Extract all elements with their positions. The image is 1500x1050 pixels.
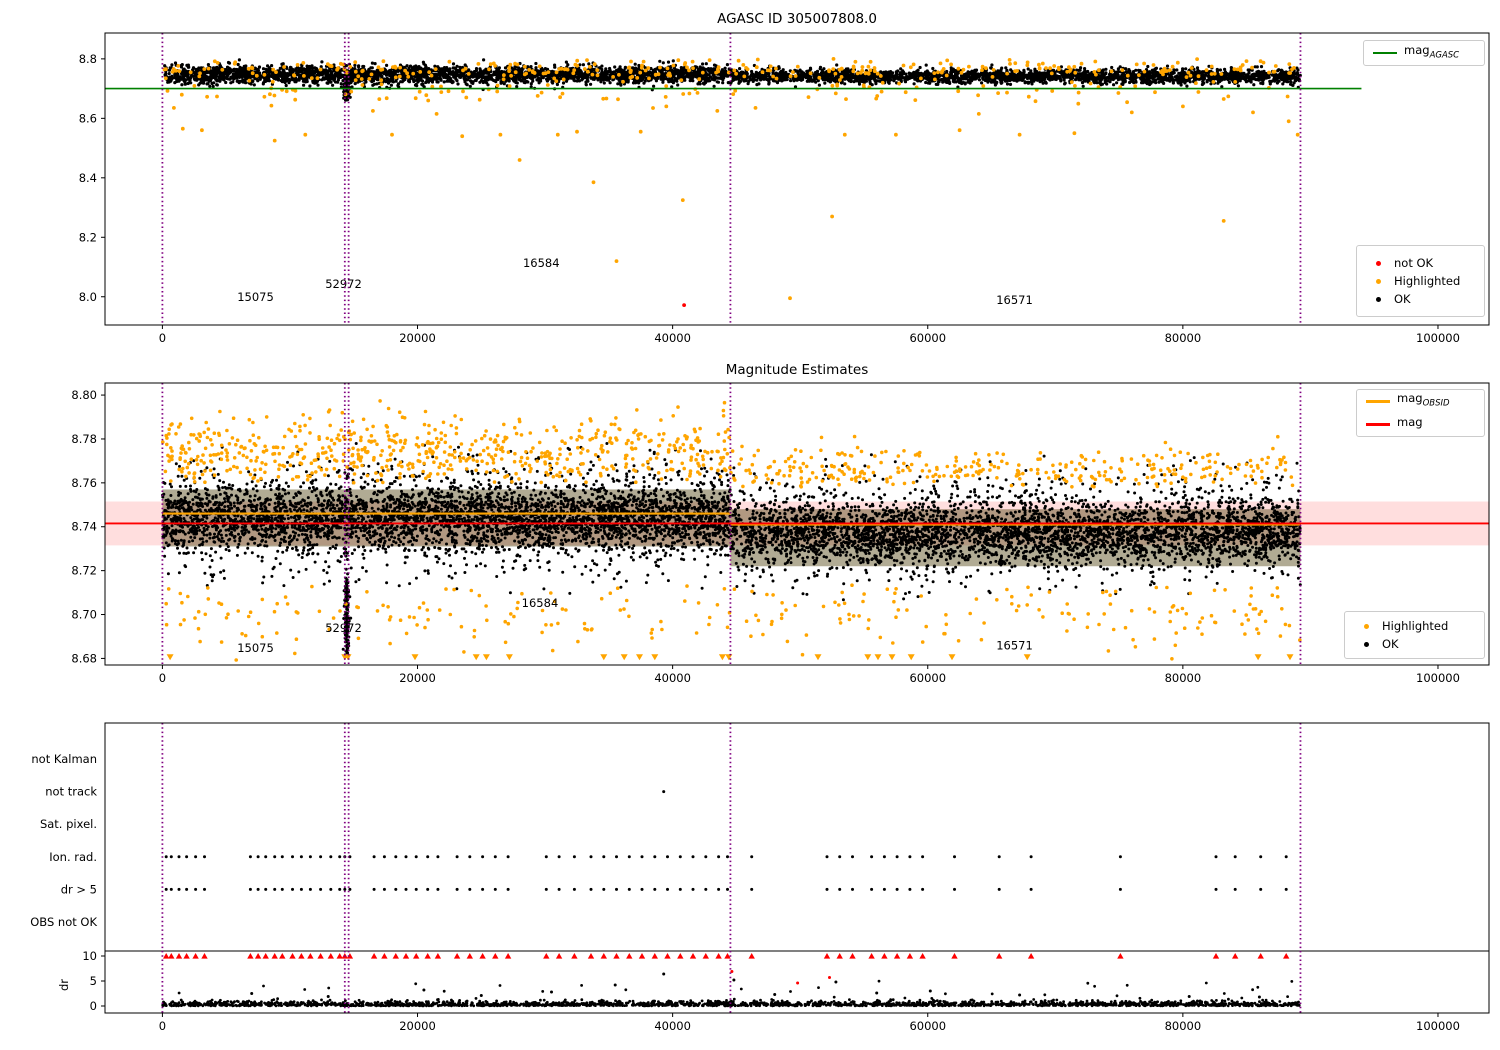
svg-text:40000: 40000 — [654, 1019, 691, 1033]
legend-entry-highlighted-2: Highlighted — [1354, 618, 1475, 633]
legend-entry-highlighted: Highlighted — [1366, 273, 1475, 288]
svg-text:Sat. pixel.: Sat. pixel. — [40, 817, 97, 831]
legend-entry-mag-agasc: magAGASC — [1373, 42, 1475, 62]
svg-text:100000: 100000 — [1416, 1019, 1460, 1033]
mag-label: mag — [1397, 414, 1423, 429]
svg-text:16571: 16571 — [996, 639, 1033, 653]
svg-text:20000: 20000 — [399, 331, 436, 345]
plot1-title: AGASC ID 305007808.0 — [717, 11, 877, 27]
svg-text:16584: 16584 — [522, 596, 559, 610]
svg-text:80000: 80000 — [1165, 671, 1202, 685]
mag-line-sample — [1366, 423, 1390, 426]
legend-mag-lines: magOBSID mag — [1356, 389, 1485, 437]
svg-text:100000: 100000 — [1416, 331, 1460, 345]
legend-mag-agasc: magAGASC — [1363, 40, 1485, 66]
legend-entry-mag: mag — [1366, 414, 1475, 434]
plot2-title: Magnitude Estimates — [725, 362, 869, 378]
svg-text:52972: 52972 — [325, 277, 362, 291]
svg-text:60000: 60000 — [909, 1019, 946, 1033]
legend-entry-ok-2: OK — [1354, 636, 1475, 651]
legend-entry-not-ok: not OK — [1366, 255, 1475, 270]
highlighted-label-2: Highlighted — [1382, 618, 1449, 633]
svg-text:40000: 40000 — [654, 671, 691, 685]
svg-text:8.6: 8.6 — [79, 111, 97, 125]
svg-text:8.80: 8.80 — [71, 388, 97, 402]
svg-text:8.2: 8.2 — [79, 230, 97, 244]
mag-obsid-line-sample — [1366, 400, 1390, 403]
svg-text:0: 0 — [159, 1019, 166, 1033]
mag-obsid-label: magOBSID — [1397, 391, 1450, 409]
svg-text:0: 0 — [159, 671, 166, 685]
highlighted-label: Highlighted — [1394, 273, 1461, 288]
svg-text:8.74: 8.74 — [71, 520, 97, 534]
svg-text:80000: 80000 — [1165, 331, 1202, 345]
svg-text:16584: 16584 — [523, 256, 560, 270]
not-ok-marker — [1376, 260, 1381, 266]
svg-text:not Kalman: not Kalman — [31, 752, 97, 766]
svg-text:0: 0 — [159, 331, 166, 345]
mag-agasc-line-sample — [1373, 51, 1397, 55]
legend-entry-mag-obsid: magOBSID — [1366, 392, 1475, 410]
svg-text:5: 5 — [90, 974, 97, 988]
ok-marker-2 — [1364, 641, 1369, 647]
highlighted-marker-2 — [1364, 623, 1369, 629]
svg-text:8.78: 8.78 — [71, 432, 97, 446]
ok-marker — [1376, 296, 1381, 302]
svg-text:80000: 80000 — [1165, 1019, 1202, 1033]
svg-text:100000: 100000 — [1416, 671, 1460, 685]
legend-entry-ok: OK — [1366, 291, 1475, 306]
svg-text:8.72: 8.72 — [71, 564, 97, 578]
svg-text:0: 0 — [90, 999, 97, 1013]
svg-text:60000: 60000 — [909, 671, 946, 685]
svg-text:8.70: 8.70 — [71, 608, 97, 622]
legend-point-classes: not OK Highlighted OK — [1356, 245, 1485, 317]
not-ok-label: not OK — [1394, 255, 1434, 270]
svg-text:8.68: 8.68 — [71, 651, 97, 665]
svg-text:not track: not track — [45, 785, 97, 799]
ok-label: OK — [1394, 291, 1411, 306]
svg-text:8.8: 8.8 — [79, 52, 97, 66]
svg-text:8.76: 8.76 — [71, 476, 97, 490]
svg-text:52972: 52972 — [325, 621, 362, 635]
svg-text:20000: 20000 — [399, 1019, 436, 1033]
svg-text:60000: 60000 — [909, 331, 946, 345]
highlighted-marker — [1376, 278, 1381, 284]
svg-text:20000: 20000 — [399, 671, 436, 685]
svg-text:8.0: 8.0 — [79, 290, 97, 304]
svg-text:OBS not OK: OBS not OK — [30, 915, 97, 929]
svg-text:dr > 5: dr > 5 — [61, 882, 97, 896]
svg-text:8.4: 8.4 — [79, 171, 97, 185]
svg-text:40000: 40000 — [654, 331, 691, 345]
svg-text:16571: 16571 — [996, 293, 1033, 307]
svg-text:dr: dr — [57, 979, 71, 991]
ok-label-2: OK — [1382, 636, 1399, 651]
legend-point-classes-2: Highlighted OK — [1344, 611, 1485, 659]
svg-text:Ion. rad.: Ion. rad. — [49, 850, 97, 864]
svg-text:15075: 15075 — [237, 641, 274, 655]
svg-text:10: 10 — [82, 949, 97, 963]
svg-text:15075: 15075 — [237, 290, 274, 304]
mag-agasc-label: magAGASC — [1404, 42, 1460, 61]
